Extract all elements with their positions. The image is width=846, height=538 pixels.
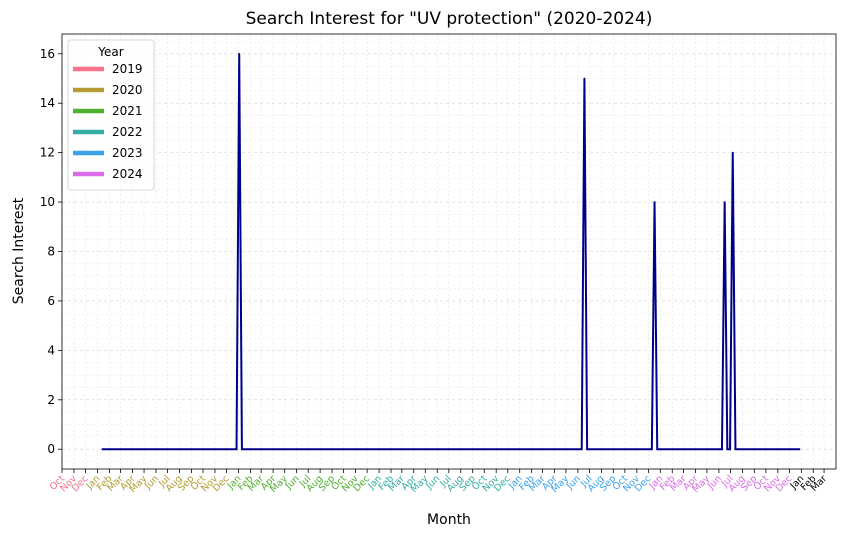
series-layer (101, 52, 801, 451)
legend-entry-label: 2023 (112, 146, 143, 160)
x-axis-label: Month (427, 512, 471, 528)
chart-title: Search Interest for "UV protection" (202… (246, 9, 653, 29)
legend-entry-label: 2022 (112, 125, 143, 139)
peak-point (723, 201, 726, 203)
y-tick-label: 4 (47, 343, 55, 357)
legend-entry-label: 2020 (112, 83, 143, 97)
legend-entry-label: 2019 (112, 62, 143, 76)
series-line (101, 53, 801, 451)
y-tick-label: 14 (40, 96, 55, 110)
y-tick-label: 16 (40, 47, 55, 61)
peak-point (653, 201, 656, 203)
peak-point (583, 77, 586, 80)
legend-entry-label: 2024 (112, 167, 143, 181)
legend-entry-label: 2021 (112, 104, 143, 118)
y-tick-label: 0 (47, 442, 55, 456)
legend: Year 2019 2020 2021 2022 2023 2024 (67, 39, 155, 191)
y-tick-label: 6 (47, 294, 55, 308)
y-axis-ticks: 0 2 4 6 8 10 12 14 16 (40, 47, 62, 456)
y-tick-label: 8 (47, 245, 55, 259)
y-tick-label: 10 (40, 195, 55, 209)
y-axis-label: Search Interest (11, 197, 27, 304)
y-tick-label: 12 (40, 146, 55, 160)
grid-lines (61, 34, 836, 469)
peak-point (731, 151, 734, 154)
y-tick-label: 2 (47, 393, 55, 407)
peak-point (238, 52, 241, 55)
legend-title: Year (97, 45, 123, 59)
